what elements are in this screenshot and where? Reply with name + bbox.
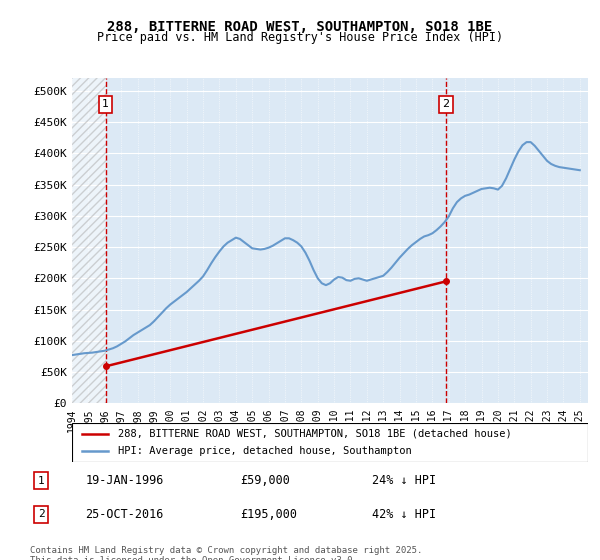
Text: 19-JAN-1996: 19-JAN-1996: [85, 474, 164, 487]
Text: 1: 1: [102, 99, 109, 109]
Text: 2: 2: [38, 509, 44, 519]
Text: Contains HM Land Registry data © Crown copyright and database right 2025.
This d: Contains HM Land Registry data © Crown c…: [30, 546, 422, 560]
FancyBboxPatch shape: [72, 423, 588, 462]
Text: 25-OCT-2016: 25-OCT-2016: [85, 508, 164, 521]
Text: HPI: Average price, detached house, Southampton: HPI: Average price, detached house, Sout…: [118, 446, 412, 456]
Text: 2: 2: [442, 99, 449, 109]
Bar: [72, 78, 106, 403]
Text: 1: 1: [38, 476, 44, 486]
Text: £59,000: £59,000: [240, 474, 290, 487]
Text: 42% ↓ HPI: 42% ↓ HPI: [372, 508, 436, 521]
Text: 288, BITTERNE ROAD WEST, SOUTHAMPTON, SO18 1BE (detached house): 288, BITTERNE ROAD WEST, SOUTHAMPTON, SO…: [118, 429, 512, 439]
Text: 24% ↓ HPI: 24% ↓ HPI: [372, 474, 436, 487]
Text: Price paid vs. HM Land Registry's House Price Index (HPI): Price paid vs. HM Land Registry's House …: [97, 31, 503, 44]
Text: 288, BITTERNE ROAD WEST, SOUTHAMPTON, SO18 1BE: 288, BITTERNE ROAD WEST, SOUTHAMPTON, SO…: [107, 20, 493, 34]
Text: £195,000: £195,000: [240, 508, 297, 521]
